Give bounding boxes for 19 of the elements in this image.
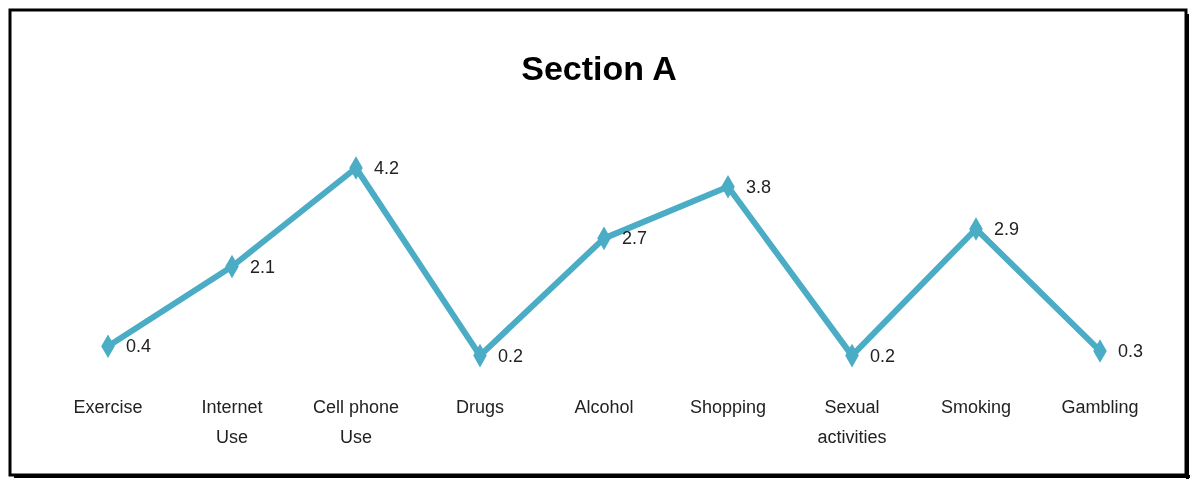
- x-tick-label: Smoking: [940, 397, 1012, 417]
- data-label: 0.2: [870, 345, 896, 366]
- x-tick-label: Cell phone Use: [312, 397, 400, 447]
- data-label: 3.8: [746, 176, 772, 197]
- data-label: 0.2: [498, 345, 524, 366]
- x-tick-label: Alcohol: [574, 397, 634, 417]
- data-label: 2.7: [622, 228, 648, 249]
- x-tick-label: Sexual activities: [817, 397, 887, 447]
- x-tick-label: Exercise: [73, 397, 143, 417]
- chart-title: Section A: [521, 49, 677, 87]
- x-tick-label: Shopping: [689, 397, 767, 417]
- data-label: 4.2: [374, 158, 400, 178]
- x-tick-label: Gambling: [1061, 397, 1139, 417]
- data-label: 2.1: [250, 256, 276, 277]
- data-label: 0.4: [126, 336, 152, 357]
- data-label: 2.9: [994, 218, 1020, 239]
- data-label: 0.3: [1118, 340, 1144, 361]
- x-tick-label: Drugs: [455, 397, 505, 417]
- x-tick-label: Internet Use: [201, 397, 263, 447]
